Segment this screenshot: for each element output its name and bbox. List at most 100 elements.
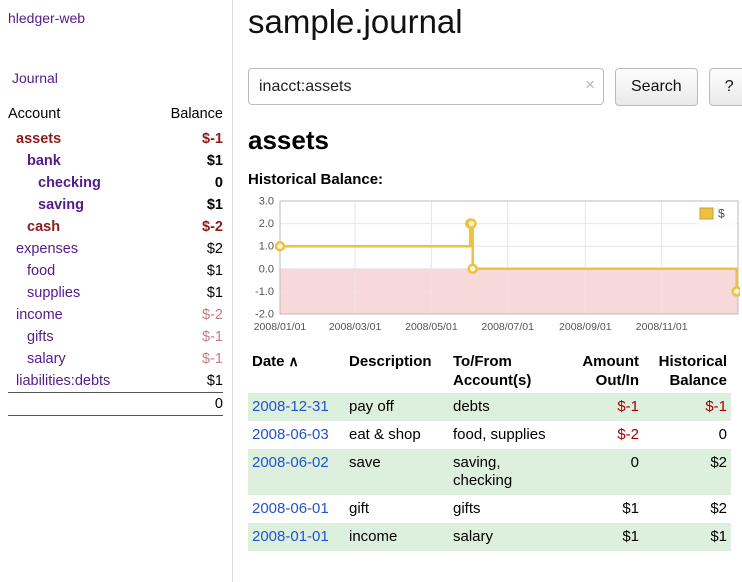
account-link[interactable]: gifts — [27, 329, 54, 345]
accounts-table: Account Balance assets $-1 bank $1 checking 0… — [8, 102, 223, 416]
search-box: × — [248, 68, 604, 106]
account-link[interactable]: supplies — [27, 285, 81, 301]
account-link[interactable]: food — [27, 263, 56, 279]
account-balance: $1 — [206, 197, 223, 213]
svg-text:-1.0: -1.0 — [255, 286, 274, 298]
account-row: saving $1 — [8, 194, 223, 216]
transaction-row: 2008-06-01 gift gifts $1 $2 — [248, 495, 731, 523]
transaction-accounts: debts — [453, 397, 490, 415]
account-cell: supplies — [8, 282, 150, 304]
transaction-description: pay off — [349, 397, 394, 415]
account-balance: $-1 — [202, 131, 223, 147]
account-cell: income — [8, 304, 150, 326]
svg-text:3.0: 3.0 — [259, 196, 274, 208]
account-link[interactable]: bank — [27, 153, 61, 169]
search-input[interactable] — [248, 68, 604, 106]
transaction-balance: $2 — [710, 499, 727, 517]
account-cell: liabilities:debts — [8, 370, 150, 393]
register-col-header-amount: Amount Out/In — [582, 353, 639, 390]
account-row: assets $-1 — [8, 128, 223, 150]
transaction-date-link[interactable]: 2008-06-01 — [252, 499, 329, 517]
help-button[interactable]: ? — [708, 67, 742, 106]
account-row: gifts $-1 — [8, 326, 223, 348]
transaction-date-link[interactable]: 2008-06-03 — [252, 425, 329, 443]
account-row: bank $1 — [8, 150, 223, 172]
page-title: sample.journal — [248, 3, 463, 40]
transaction-amount: $-2 — [617, 425, 639, 443]
transaction-date-cell: 2008-01-01 — [248, 523, 345, 551]
account-cell: cash — [8, 216, 150, 238]
journal-link[interactable]: Journal — [12, 70, 58, 86]
register-col-header-date[interactable]: Date ∧ — [252, 353, 299, 371]
svg-text:0.0: 0.0 — [259, 264, 274, 276]
transaction-date-link[interactable]: 2008-12-31 — [252, 397, 329, 415]
accounts-total-row: 0 — [8, 392, 223, 416]
transaction-balance: 0 — [718, 425, 727, 443]
account-balance: $2 — [206, 241, 223, 257]
svg-text:2008/07/01: 2008/07/01 — [481, 321, 534, 333]
transaction-balance: $2 — [710, 453, 727, 471]
transaction-amount: $-1 — [617, 397, 639, 415]
transaction-row: 2008-01-01 income salary $1 $1 — [248, 522, 731, 551]
main-content: sample.journal × Search ? assets Histori… — [233, 0, 742, 582]
transaction-description: gift — [349, 499, 370, 517]
account-cell: bank — [8, 150, 150, 172]
account-cell: salary — [8, 348, 150, 370]
transaction-amount: $1 — [622, 499, 639, 517]
register-col-header-accounts: To/From Account(s) — [453, 353, 532, 390]
transaction-description: eat & shop — [349, 425, 421, 443]
account-cell: checking — [8, 172, 150, 194]
account-link[interactable]: salary — [27, 351, 66, 367]
svg-text:$: $ — [718, 207, 725, 221]
accounts-header-row: Account Balance — [8, 102, 223, 128]
account-row: food $1 — [8, 260, 223, 282]
sort-asc-icon[interactable]: ∧ — [288, 353, 299, 370]
account-heading: assets — [248, 124, 329, 155]
transaction-row: 2008-06-03 eat & shop food, supplies $-2 0 — [248, 421, 731, 449]
transaction-amount: 0 — [630, 453, 639, 471]
clear-search-icon[interactable]: × — [585, 75, 595, 95]
account-link[interactable]: saving — [38, 197, 84, 213]
transaction-date-link[interactable]: 2008-06-02 — [252, 453, 329, 471]
account-link[interactable]: income — [16, 307, 63, 323]
svg-text:2008/11/01: 2008/11/01 — [636, 321, 688, 333]
search-row: × Search ? — [248, 67, 742, 106]
transaction-accounts: saving, checking — [453, 453, 513, 489]
svg-text:-2.0: -2.0 — [255, 309, 274, 321]
search-button[interactable]: Search — [615, 67, 698, 106]
transaction-date-cell: 2008-12-31 — [248, 393, 345, 421]
account-balance: $-2 — [202, 219, 223, 235]
account-cell: expenses — [8, 238, 150, 260]
transaction-date-link[interactable]: 2008-01-01 — [252, 527, 329, 545]
account-balance: 0 — [214, 175, 223, 191]
sidebar: hledger-web Journal Account Balance asse… — [0, 0, 233, 582]
account-row: liabilities:debts $1 — [8, 370, 223, 393]
accounts-total-value: 0 — [150, 392, 223, 416]
svg-text:2008/09/01: 2008/09/01 — [559, 321, 612, 333]
transaction-row: 2008-06-02 save saving, checking 0 $2 — [248, 448, 731, 495]
account-row: supplies $1 — [8, 282, 223, 304]
register-header-row: Date ∧ Description To/From Account(s) Amount O… — [248, 351, 731, 393]
account-balance: $1 — [206, 153, 223, 169]
account-balance: $1 — [206, 263, 223, 279]
account-row: checking 0 — [8, 172, 223, 194]
account-row: expenses $2 — [8, 238, 223, 260]
account-row: salary $-1 — [8, 348, 223, 370]
transaction-accounts: salary — [453, 527, 494, 545]
balance-chart: 3.0 2.0 1.0 0.0 -1.0 -2.0 2008/01/01 2008/03/01… — [248, 196, 742, 338]
transaction-row: 2008-12-31 pay off debts $-1 $-1 — [248, 392, 731, 421]
accounts-table-body: assets $-1 bank $1 checking 0 saving $1 cash $-2 e… — [8, 128, 223, 393]
account-link[interactable]: expenses — [16, 241, 79, 257]
accounts-total-spacer — [8, 392, 151, 416]
transaction-description: save — [349, 453, 381, 471]
app-title-link[interactable]: hledger-web — [8, 10, 86, 26]
account-link[interactable]: cash — [27, 219, 61, 235]
account-link[interactable]: checking — [38, 175, 101, 191]
account-link[interactable]: liabilities:debts — [16, 373, 111, 389]
account-link[interactable]: assets — [16, 131, 62, 147]
transaction-description: income — [349, 527, 398, 545]
svg-text:2008/05/01: 2008/05/01 — [405, 321, 458, 333]
account-balance: $1 — [206, 285, 223, 301]
